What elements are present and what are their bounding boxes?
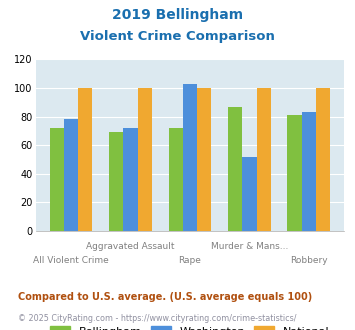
Bar — [169, 128, 183, 231]
Text: Violent Crime Comparison: Violent Crime Comparison — [80, 30, 275, 43]
Bar — [288, 115, 302, 231]
Bar — [242, 157, 257, 231]
Bar — [50, 128, 64, 231]
Bar — [302, 112, 316, 231]
Bar — [183, 84, 197, 231]
Text: All Violent Crime: All Violent Crime — [33, 256, 109, 265]
Bar — [228, 107, 242, 231]
Text: Compared to U.S. average. (U.S. average equals 100): Compared to U.S. average. (U.S. average … — [18, 292, 312, 302]
Bar — [64, 119, 78, 231]
Bar — [257, 88, 271, 231]
Bar — [109, 132, 123, 231]
Bar — [197, 88, 211, 231]
Text: 2019 Bellingham: 2019 Bellingham — [112, 8, 243, 22]
Text: Murder & Mans...: Murder & Mans... — [211, 242, 288, 251]
Text: Aggravated Assault: Aggravated Assault — [86, 242, 175, 251]
Bar — [316, 88, 330, 231]
Bar — [78, 88, 92, 231]
Legend: Bellingham, Washington, National: Bellingham, Washington, National — [50, 326, 330, 330]
Text: Robbery: Robbery — [290, 256, 328, 265]
Text: Rape: Rape — [179, 256, 201, 265]
Bar — [138, 88, 152, 231]
Text: © 2025 CityRating.com - https://www.cityrating.com/crime-statistics/: © 2025 CityRating.com - https://www.city… — [18, 314, 296, 323]
Bar — [123, 128, 138, 231]
